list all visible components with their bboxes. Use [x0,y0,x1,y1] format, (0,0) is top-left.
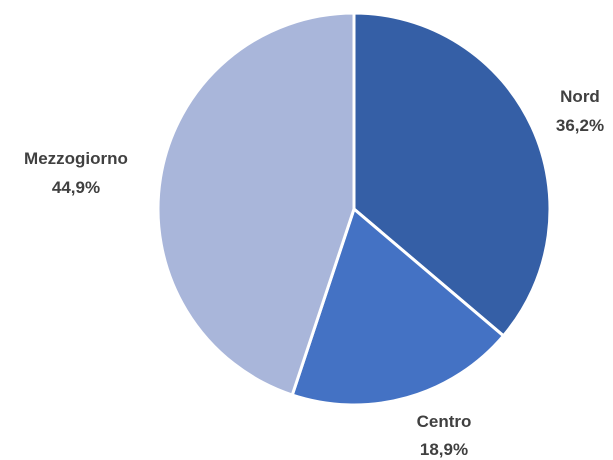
slice-mezzogiorno [156,11,356,397]
label-nord-value: 36,2% [556,116,604,135]
pie-slices [156,11,552,407]
label-centro: Centro 18,9% [417,412,472,459]
label-mezzogiorno: Mezzogiorno 44,9% [24,149,128,197]
label-mezzogiorno-name: Mezzogiorno [24,149,128,168]
label-mezzogiorno-value: 44,9% [52,178,100,197]
label-nord-name: Nord [560,87,600,106]
slice-centro [290,206,506,407]
label-centro-name: Centro [417,412,472,431]
slice-nord [352,11,552,338]
label-nord: Nord 36,2% [556,87,604,135]
label-centro-value: 18,9% [420,440,468,459]
